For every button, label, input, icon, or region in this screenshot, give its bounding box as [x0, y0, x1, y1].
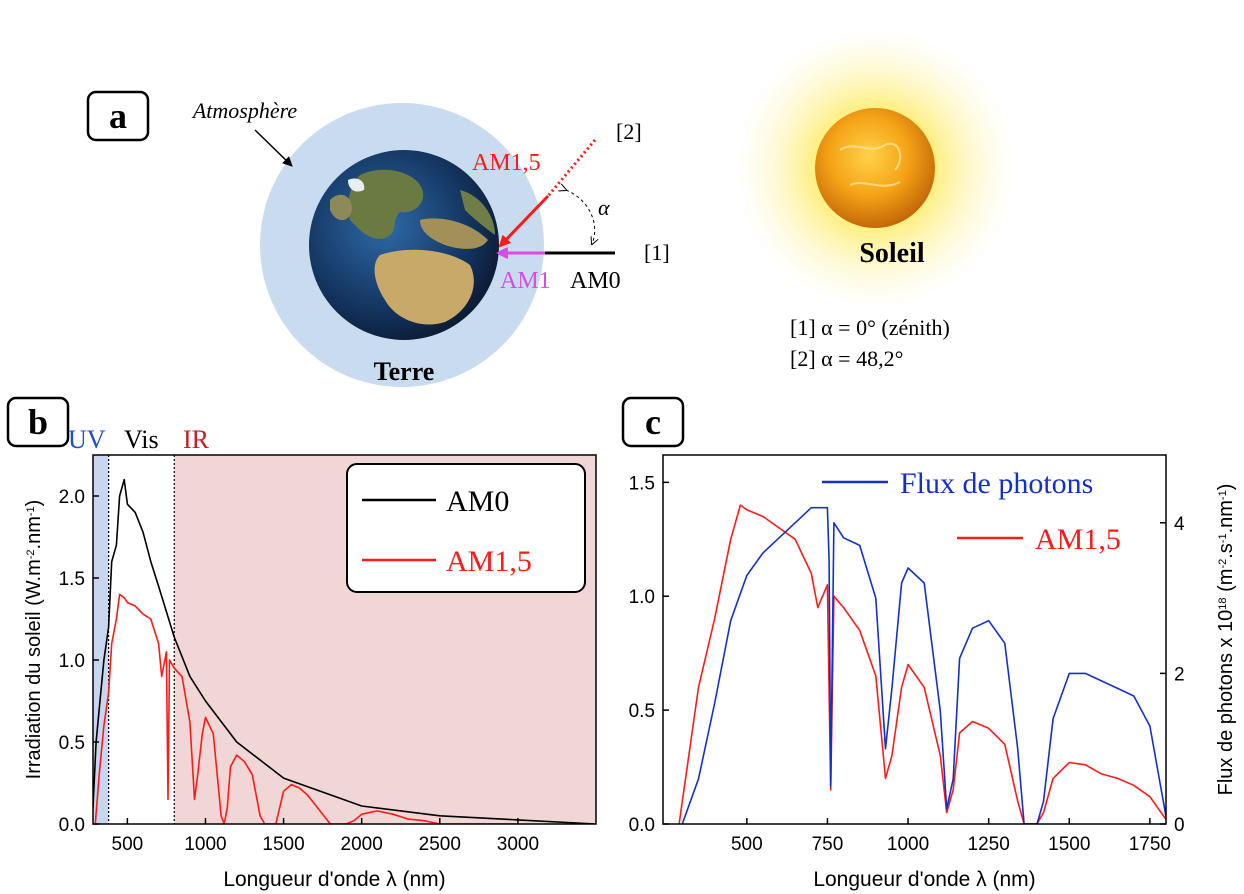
y-tick-label: 1.5 [59, 569, 85, 590]
am15-ray-dotted [546, 139, 597, 197]
chart-b-frame [92, 454, 597, 825]
x-tick-label: 2500 [419, 834, 461, 855]
angle-symbol: α [598, 195, 610, 220]
x-axis-title: Longueur d'onde λ (nm) [223, 868, 445, 891]
y-tick-label: 0.5 [629, 701, 655, 722]
y-right-tick-label: 2 [1174, 664, 1185, 685]
y-tick-label: 1.0 [629, 587, 655, 608]
panel-a-label-box [86, 90, 150, 142]
am0-label: AM0 [570, 268, 621, 294]
region-ir-label: IR [183, 425, 210, 454]
chart-c-plot-area [678, 504, 1166, 824]
panel-c: c 500 750 1000 1250 1500 1750 0.0 0.5 1.0 1.5 0 2 4 L… [621, 396, 1237, 891]
chart-c: 500 750 1000 1250 1500 1750 0.0 0.5 1.0 1.5 0 2 4 Lon… [629, 454, 1237, 891]
angle-arc [566, 190, 595, 244]
x-tick-label: 1000 [887, 834, 929, 855]
y-tick-label: 0.0 [629, 815, 655, 836]
x-tick-label: 1500 [1048, 834, 1090, 855]
x-tick-label: 3000 [497, 834, 539, 855]
x-tick-label: 2000 [341, 834, 383, 855]
alpha-legend-line-2: [2] α = 48,2° [790, 346, 903, 371]
x-tick-label: 500 [731, 834, 763, 855]
x-tick-label: 1250 [968, 834, 1010, 855]
panel-c-label: c [645, 402, 661, 442]
region-vis-band [108, 455, 175, 824]
x-tick-label: 1750 [1129, 834, 1171, 855]
y-tick-label: 0.5 [59, 733, 85, 754]
region-uv-label: UV [68, 425, 106, 454]
y-right-axis-title: Flux de photons x 1018 (m-2.s-1.nm-1) [1215, 484, 1237, 796]
y-tick-label: 1.5 [629, 473, 655, 494]
chart-b-legend: AM0 AM1,5 [346, 463, 586, 593]
sun-label: Soleil [859, 238, 925, 269]
panel-b: b UV Vis IR 500 1000 1500 2000 2500 3000 0.0 0.5 1.… [6, 396, 597, 891]
panel-a: a Atmosphère Terre α [2] [1] AM1,5 AM1 A… [86, 28, 1015, 387]
ray-2-label: [2] [616, 119, 642, 144]
atmosphere-label: Atmosphère [191, 98, 298, 123]
am15-label: AM1,5 [472, 150, 541, 176]
series-am15-line [94, 593, 518, 824]
y-tick-label: 0.0 [59, 815, 85, 836]
x-tick-label: 1000 [184, 834, 226, 855]
series-flux-line [681, 506, 1166, 824]
legend-label: AM1,5 [446, 545, 532, 578]
x-tick-label: 1500 [262, 834, 304, 855]
series-am0-line [93, 478, 596, 824]
earth-label: Terre [374, 357, 435, 386]
atmosphere-pointer-arrow [254, 129, 293, 167]
earth-globe-icon [309, 150, 499, 340]
y-tick-label: 1.0 [59, 651, 85, 672]
alpha-legend-line-1: [1] α = 0° (zénith) [790, 315, 950, 340]
chart-c-legend: Flux de photons AM1,5 [822, 467, 1121, 556]
y-tick-label: 2.0 [59, 487, 85, 508]
region-vis-label: Vis [124, 425, 159, 454]
panel-b-label: b [28, 402, 48, 442]
chart-c-frame [662, 454, 1167, 825]
y-right-tick-label: 4 [1174, 514, 1185, 535]
x-tick-label: 750 [812, 834, 844, 855]
panel-b-label-box [6, 396, 70, 448]
x-axis-title: Longueur d'onde λ (nm) [813, 868, 1035, 891]
x-tick-label: 500 [112, 834, 144, 855]
y-right-tick-label: 0 [1174, 815, 1185, 836]
legend-label: AM1,5 [1035, 523, 1121, 556]
y-axis-title: Irradiation du soleil (W.m-2.nm-1) [23, 500, 45, 780]
legend-label: AM0 [446, 485, 509, 518]
chart-b: UV Vis IR 500 1000 1500 2000 2500 3000 0.0 0.5 1.0 1… [23, 425, 597, 891]
ray-1-label: [1] [644, 240, 670, 265]
panel-c-label-box [621, 396, 685, 448]
legend-label: Flux de photons [900, 467, 1093, 500]
sun-icon [735, 28, 1015, 308]
am1-label: AM1 [500, 268, 551, 294]
series-am15-line [678, 504, 1166, 824]
am15-ray-arrow [498, 194, 550, 248]
panel-a-label: a [109, 96, 127, 136]
